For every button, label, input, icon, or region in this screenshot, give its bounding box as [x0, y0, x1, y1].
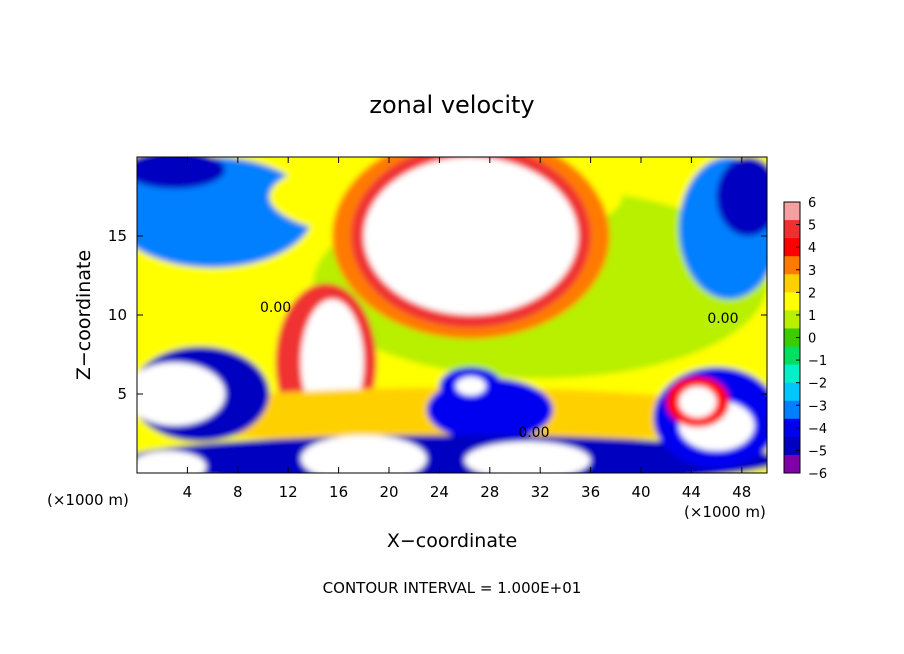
plot-area — [136, 156, 768, 474]
colorbar-swatch — [784, 310, 800, 329]
footer-note: CONTOUR INTERVAL = 1.000E+01 — [323, 579, 582, 597]
colorbar-swatch — [784, 436, 800, 456]
colorbar-tick-label: 1 — [808, 309, 816, 324]
x-unit-left: (×1000 m) — [47, 491, 129, 509]
field-region-15 — [137, 362, 226, 426]
x-tick-label: 44 — [682, 483, 701, 501]
x-tick-label: 16 — [329, 483, 348, 501]
x-unit-right: (×1000 m) — [684, 503, 766, 521]
contour-label: 0.00 — [707, 311, 738, 327]
x-tick-label: 4 — [183, 483, 193, 501]
colorbar-swatch — [784, 274, 800, 293]
colorbar-tick-label: 5 — [808, 219, 816, 234]
colorbar-swatch — [784, 238, 800, 257]
colorbar-swatch — [784, 220, 800, 239]
x-tick-label: 8 — [233, 483, 243, 501]
x-tick-label: 36 — [581, 483, 600, 501]
colorbar-swatch — [784, 418, 800, 438]
colorbar-swatch — [784, 454, 800, 474]
colorbar-swatch — [784, 382, 800, 402]
colorbar-tick-label: 3 — [808, 264, 816, 279]
x-tick-label: 12 — [279, 483, 298, 501]
y-axis-title: Z−coordinate — [73, 250, 95, 380]
chart-title: zonal velocity — [369, 91, 534, 119]
contour-labels: 0.00 0.00 0.00 — [260, 300, 738, 441]
x-tick-label: 20 — [379, 483, 398, 501]
field-region-5 — [716, 157, 767, 236]
colorbar-swatch — [784, 292, 800, 311]
field-region-17 — [300, 435, 427, 473]
x-tick-label: 40 — [631, 483, 650, 501]
contour-label: 0.00 — [260, 300, 291, 316]
colorbar-tick-label: 4 — [808, 241, 816, 256]
field-region-25 — [455, 376, 487, 396]
colorbar-swatch — [784, 256, 800, 275]
colorbar-tick-label: −6 — [808, 467, 827, 482]
colorbar-tick-label: 2 — [808, 286, 816, 301]
field-region-18 — [464, 441, 591, 473]
colorbar-tick-label: −4 — [808, 422, 827, 437]
colorbar-tick-label: 0 — [808, 332, 816, 347]
colorbar-swatch — [784, 202, 800, 221]
colorbar-tick-label: 6 — [808, 196, 816, 211]
y-tick-label: 5 — [117, 385, 127, 403]
colorbar-swatch — [784, 400, 800, 420]
field-region-23 — [678, 386, 717, 418]
y-tick-label: 15 — [108, 227, 127, 245]
y-tick-label: 10 — [108, 306, 127, 324]
y-axis: 5 10 15 — [108, 227, 767, 403]
x-tick-label: 28 — [480, 483, 499, 501]
field-region-9 — [363, 157, 578, 315]
x-axis: 4 8 12 16 20 24 28 32 36 40 44 48 — [183, 157, 751, 501]
x-axis-title: X−coordinate — [387, 530, 517, 552]
contour-label: 0.00 — [518, 425, 549, 441]
colorbar-tick-label: −3 — [808, 399, 827, 414]
colorbar: 6 5 4 3 2 1 0 −1 −2 −3 −4 −5 −6 — [783, 196, 827, 482]
colorbar-swatch — [784, 328, 800, 348]
x-tick-label: 48 — [732, 483, 751, 501]
field-region-16 — [137, 435, 767, 473]
colorbar-tick-label: −2 — [808, 377, 827, 392]
colorbar-swatch — [784, 364, 800, 384]
colorbar-tick-label: −1 — [808, 354, 827, 369]
field-region-3 — [137, 157, 226, 189]
field-region-19 — [137, 450, 207, 473]
colorbar-swatch — [784, 346, 800, 366]
x-tick-label: 32 — [531, 483, 550, 501]
x-tick-label: 24 — [430, 483, 449, 501]
colorbar-tick-label: −5 — [808, 444, 827, 459]
